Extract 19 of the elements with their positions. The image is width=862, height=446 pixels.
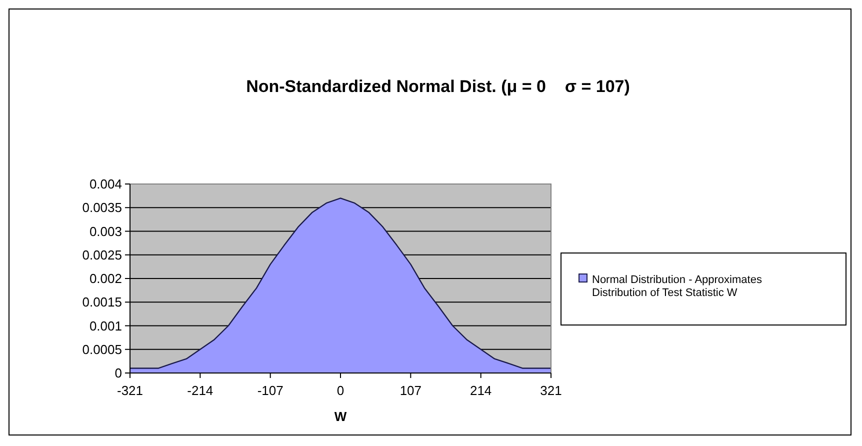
y-tick-label: 0.001: [89, 318, 122, 334]
y-tick-label: 0.0035: [82, 200, 122, 216]
y-tick-label: 0: [114, 366, 122, 381]
x-tick-label: 107: [400, 383, 422, 398]
x-tick-label: 321: [540, 383, 562, 398]
y-tick-label: 0.002: [89, 271, 122, 286]
x-tick-label: -214: [187, 383, 214, 398]
y-tick-label: 0.0005: [82, 342, 122, 357]
y-tick-label: 0.0025: [82, 247, 122, 262]
x-tick-label: -321: [116, 383, 144, 398]
x-axis-title: W: [334, 409, 348, 424]
x-tick-label: 0: [336, 383, 344, 398]
y-tick-label: 0.0015: [82, 294, 122, 310]
x-tick-label: -107: [257, 383, 284, 398]
chart-title: Non-Standardized Normal Dist. (μ = 0 σ = 107): [246, 77, 630, 96]
y-tick-label: 0.004: [89, 176, 122, 192]
legend-label: Normal Distribution - Approximates Distribution of Test Statistic W: [592, 274, 762, 299]
x-tick-label: 214: [470, 383, 492, 398]
y-tick-label: 0.003: [89, 224, 122, 239]
